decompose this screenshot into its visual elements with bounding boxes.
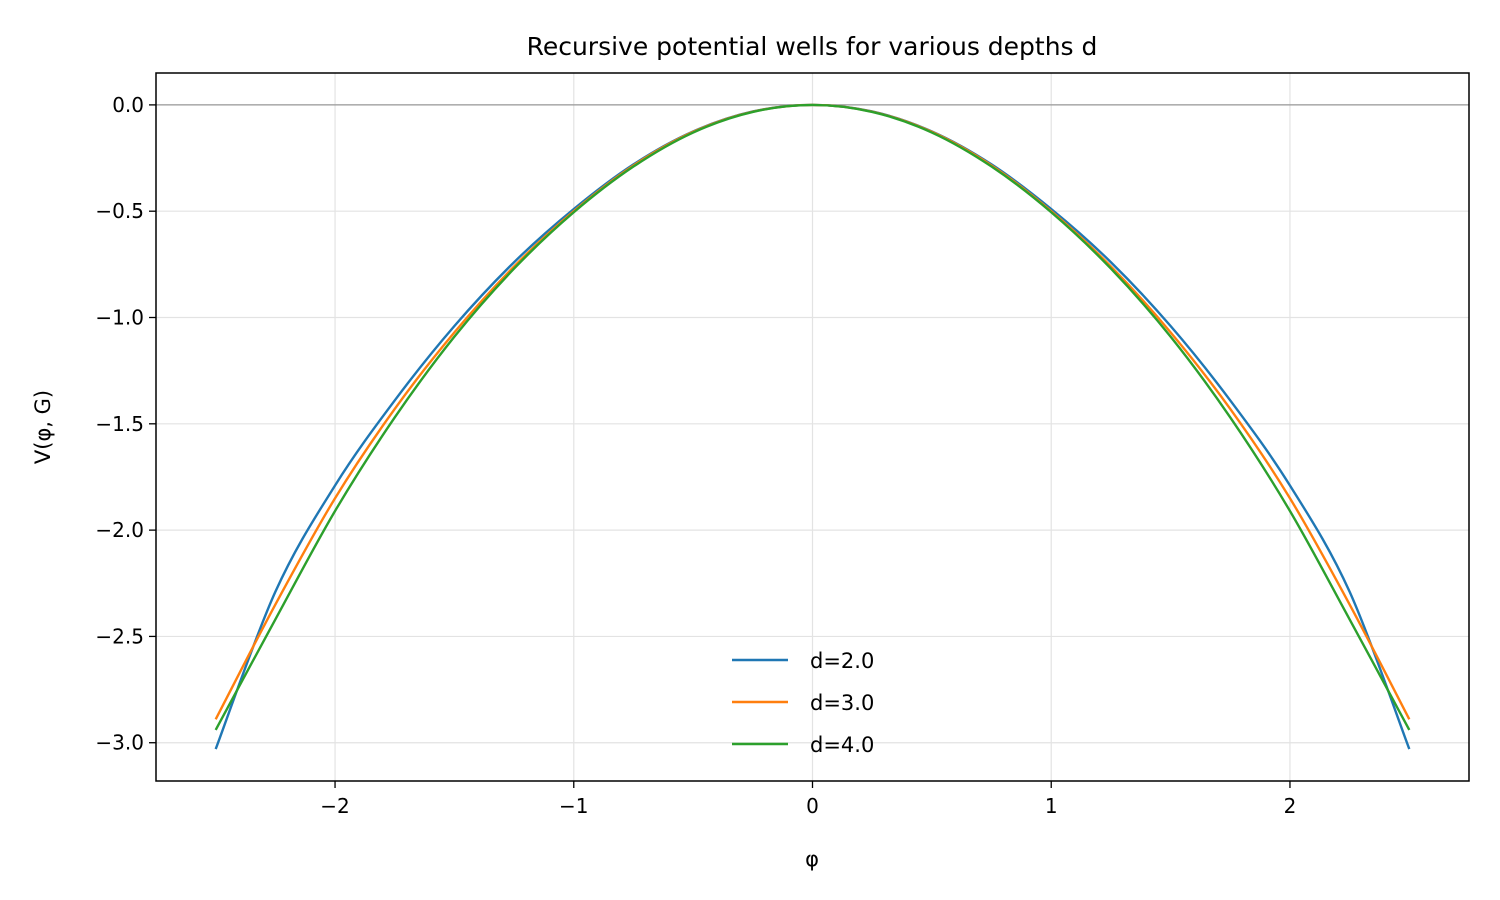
chart-title: Recursive potential wells for various de… bbox=[527, 32, 1098, 61]
series-layer bbox=[214, 103, 1411, 750]
y-tick-label: −1.5 bbox=[95, 412, 144, 436]
x-tick-label: 0 bbox=[806, 794, 819, 818]
legend: d=2.0 d=3.0 d=4.0 bbox=[732, 649, 874, 757]
y-tick-label: 0.0 bbox=[112, 93, 144, 117]
y-tick-label: −2.0 bbox=[95, 518, 144, 542]
y-tick-label: −3.0 bbox=[95, 731, 144, 755]
y-axis-label: V(φ, G) bbox=[31, 390, 55, 464]
x-tick-label: −1 bbox=[559, 794, 588, 818]
legend-label-d=2.0: d=2.0 bbox=[810, 649, 874, 673]
y-tick-label: −0.5 bbox=[95, 199, 144, 223]
y-tick-label: −2.5 bbox=[95, 624, 144, 648]
legend-label-d=4.0: d=4.0 bbox=[810, 733, 874, 757]
x-axis-ticks: −2 −1 0 1 2 bbox=[320, 781, 1296, 818]
y-tick-label: −1.0 bbox=[95, 306, 144, 330]
y-axis-ticks: 0.0 −0.5 −1.0 −1.5 −2.0 −2.5 −3.0 bbox=[95, 93, 156, 755]
x-tick-label: 2 bbox=[1284, 794, 1297, 818]
series-line-d=4.0 bbox=[214, 103, 1411, 731]
x-axis-label: φ bbox=[805, 847, 819, 871]
x-tick-label: 1 bbox=[1045, 794, 1058, 818]
x-tick-label: −2 bbox=[320, 794, 349, 818]
legend-label-d=3.0: d=3.0 bbox=[810, 691, 874, 715]
